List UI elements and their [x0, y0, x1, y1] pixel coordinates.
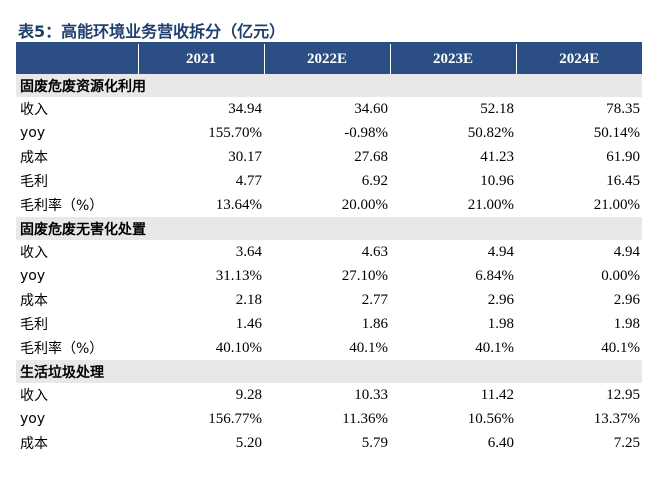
- value-cell: 5.79: [361, 434, 388, 451]
- table-row: 毛利 4.77 6.92 10.96 16.45: [16, 169, 642, 193]
- table-row: 收入 3.64 4.63 4.94 4.94: [16, 240, 642, 264]
- value-cell: 16.45: [606, 172, 640, 189]
- value-cell: 1.98: [487, 315, 514, 332]
- value-cell: 1.86: [361, 315, 388, 332]
- table-row: 毛利率（%） 13.64% 20.00% 21.00% 21.00%: [16, 193, 642, 217]
- value-cell: 10.33: [354, 386, 388, 403]
- row-label: yoy: [20, 411, 46, 427]
- value-cell: 6.40: [487, 434, 514, 451]
- value-cell: 4.77: [235, 172, 262, 189]
- value-cell: 41.23: [480, 148, 514, 165]
- value-cell: 1.46: [235, 315, 262, 332]
- table-row: 毛利 1.46 1.86 1.98 1.98: [16, 312, 642, 336]
- table-row: yoy 155.70% -0.98% 50.82% 50.14%: [16, 121, 642, 145]
- value-cell: 13.37%: [593, 410, 640, 427]
- title-divider: [16, 42, 642, 44]
- value-cell: 13.64%: [215, 196, 262, 213]
- row-label: 毛利: [20, 317, 48, 333]
- value-cell: 34.60: [354, 100, 388, 117]
- table-row: yoy 156.77% 11.36% 10.56% 13.37%: [16, 407, 642, 431]
- value-cell: 34.94: [228, 100, 262, 117]
- table-title: 表5：高能环境业务营收拆分（亿元）: [18, 22, 286, 41]
- value-cell: 2.96: [613, 291, 640, 308]
- row-label: 成本: [20, 293, 48, 309]
- value-cell: 40.10%: [215, 339, 262, 356]
- row-label: 成本: [20, 436, 48, 452]
- value-cell: 2.77: [361, 291, 388, 308]
- value-cell: 2.18: [235, 291, 262, 308]
- value-cell: 78.35: [606, 100, 640, 117]
- section-name: 固废危废资源化利用: [16, 74, 642, 97]
- value-cell: 3.64: [235, 243, 262, 260]
- value-cell: 50.14%: [593, 124, 640, 141]
- value-cell: 12.95: [606, 386, 640, 403]
- value-cell: 5.20: [235, 434, 262, 451]
- value-cell: 4.63: [361, 243, 388, 260]
- value-cell: 7.25: [613, 434, 640, 451]
- header-cell-2021: 2021: [137, 44, 264, 74]
- revenue-breakdown-table: 2021 2022E 2023E 2024E 固废危废资源化利用收入 34.94 3…: [16, 44, 642, 455]
- value-cell: 21.00%: [593, 196, 640, 213]
- section-header-row: 固废危废资源化利用: [16, 74, 642, 97]
- value-cell: 27.68: [354, 148, 388, 165]
- value-cell: 156.77%: [208, 410, 262, 427]
- value-cell: 61.90: [606, 148, 640, 165]
- value-cell: 52.18: [480, 100, 514, 117]
- value-cell: 30.17: [228, 148, 262, 165]
- value-cell: 4.94: [487, 243, 514, 260]
- value-cell: 27.10%: [341, 267, 388, 284]
- row-label: 收入: [20, 245, 48, 261]
- value-cell: 155.70%: [208, 124, 262, 141]
- value-cell: 10.96: [480, 172, 514, 189]
- value-cell: 6.84%: [475, 267, 514, 284]
- row-label: 毛利率（%）: [20, 198, 104, 214]
- table-row: 毛利率（%） 40.10% 40.1% 40.1% 40.1%: [16, 336, 642, 360]
- section-header-row: 固废危废无害化处置: [16, 217, 642, 240]
- row-label: 收入: [20, 102, 48, 118]
- row-label: 毛利率（%）: [20, 341, 104, 357]
- value-cell: 6.92: [361, 172, 388, 189]
- value-cell: 9.28: [235, 386, 262, 403]
- value-cell: 0.00%: [601, 267, 640, 284]
- table-row: 收入 9.28 10.33 11.42 12.95: [16, 383, 642, 407]
- value-cell: 10.56%: [467, 410, 514, 427]
- value-cell: 1.98: [613, 315, 640, 332]
- row-label: 毛利: [20, 174, 48, 190]
- value-cell: 11.42: [480, 386, 514, 403]
- value-cell: 20.00%: [341, 196, 388, 213]
- value-cell: 50.82%: [467, 124, 514, 141]
- table-row: 成本 5.20 5.79 6.40 7.25: [16, 431, 642, 455]
- header-cell-label: [16, 44, 138, 74]
- table-row: 收入 34.94 34.60 52.18 78.35: [16, 97, 642, 121]
- section-name: 固废危废无害化处置: [16, 217, 642, 240]
- value-cell: 4.94: [613, 243, 640, 260]
- header-cell-2022e: 2022E: [263, 44, 390, 74]
- value-cell: 31.13%: [215, 267, 262, 284]
- row-label: yoy: [20, 268, 46, 284]
- header-cell-2023e: 2023E: [389, 44, 516, 74]
- row-label: 成本: [20, 150, 48, 166]
- value-cell: 40.1%: [601, 339, 640, 356]
- value-cell: 2.96: [487, 291, 514, 308]
- header-cell-2024e: 2024E: [515, 44, 642, 74]
- table-row: 成本 30.17 27.68 41.23 61.90: [16, 145, 642, 169]
- section-header-row: 生活垃圾处理: [16, 360, 642, 383]
- header-row: 2021 2022E 2023E 2024E: [16, 44, 642, 74]
- value-cell: 40.1%: [475, 339, 514, 356]
- value-cell: -0.98%: [344, 124, 388, 141]
- section-name: 生活垃圾处理: [16, 360, 642, 383]
- value-cell: 21.00%: [467, 196, 514, 213]
- value-cell: 11.36%: [342, 410, 388, 427]
- row-label: 收入: [20, 388, 48, 404]
- table-row: 成本 2.18 2.77 2.96 2.96: [16, 288, 642, 312]
- value-cell: 40.1%: [349, 339, 388, 356]
- row-label: yoy: [20, 125, 46, 141]
- table-row: yoy 31.13% 27.10% 6.84% 0.00%: [16, 264, 642, 288]
